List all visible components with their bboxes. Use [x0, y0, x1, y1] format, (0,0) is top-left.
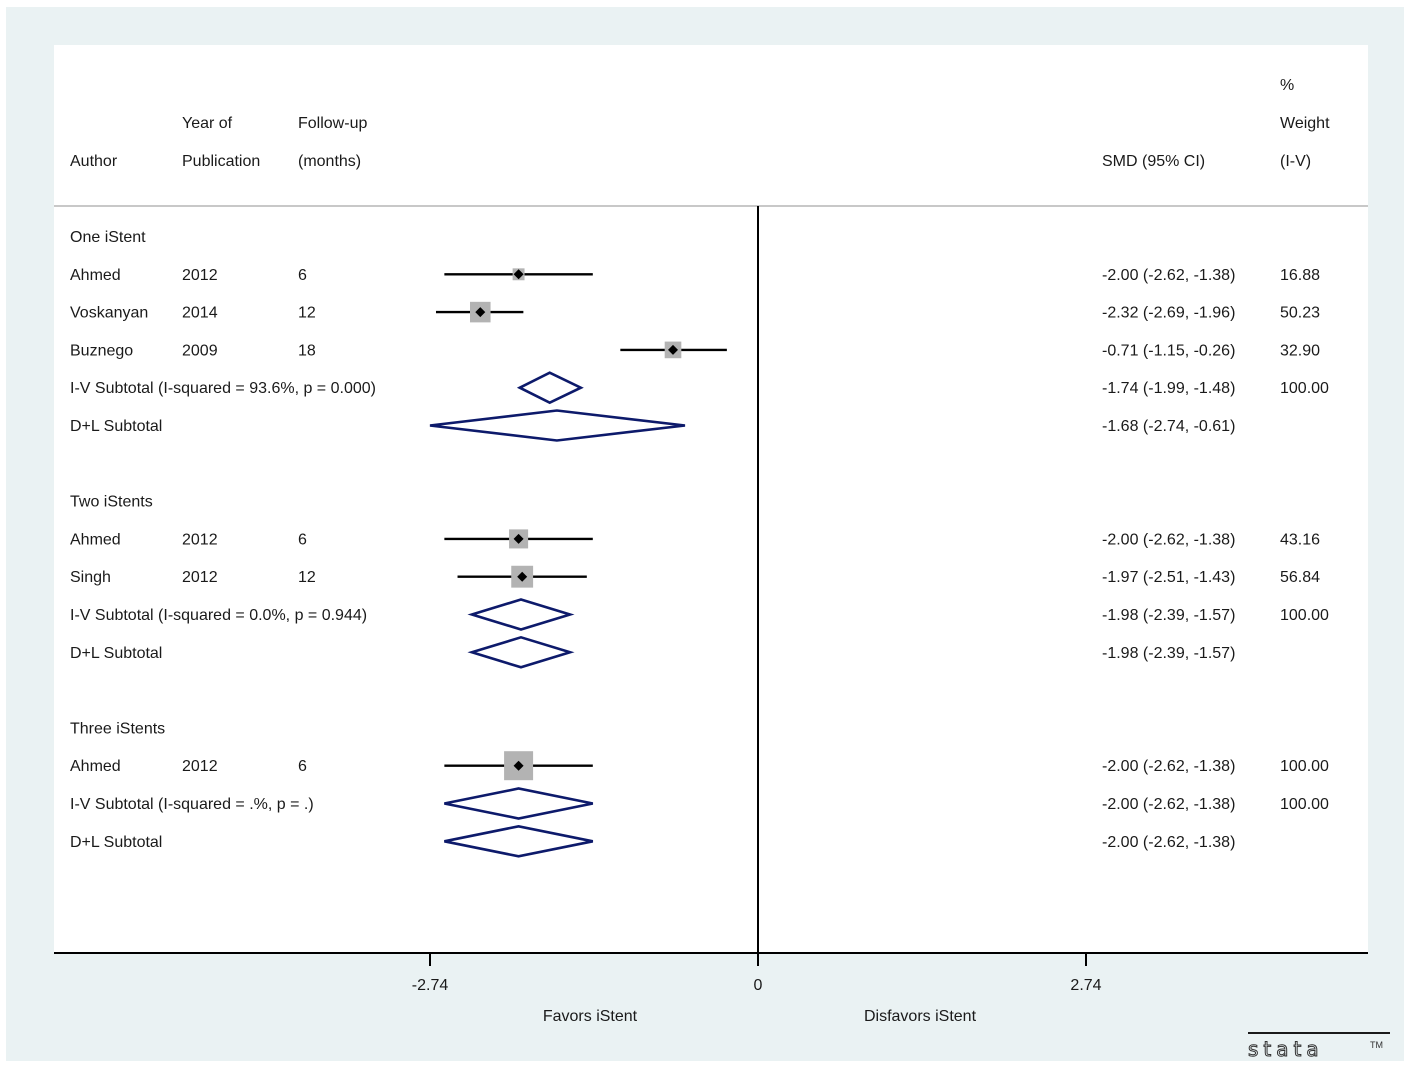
header-ci: SMD (95% CI): [1102, 153, 1205, 170]
study-followup: 6: [298, 531, 307, 548]
study-ci-text: -2.00 (-2.62, -1.38): [1102, 267, 1235, 284]
study-year: 2012: [182, 267, 218, 284]
iv-subtotal-ci-text: -2.00 (-2.62, -1.38): [1102, 796, 1235, 813]
study-point-estimate: [513, 760, 524, 771]
study-author: Voskanyan: [70, 305, 148, 322]
study-year: 2012: [182, 758, 218, 775]
study-ci-text: -2.00 (-2.62, -1.38): [1102, 758, 1235, 775]
study-year: 2012: [182, 569, 218, 586]
iv-subtotal-diamond: [467, 598, 575, 631]
header-weight-line1: %: [1280, 77, 1294, 94]
study-point-estimate: [668, 344, 679, 355]
iv-subtotal-label: I-V Subtotal (I-squared = .%, p = .): [70, 796, 314, 813]
study-point-estimate: [475, 307, 486, 318]
x-tick-label: 2.74: [1070, 977, 1101, 994]
study-author: Buznego: [70, 342, 133, 359]
study-followup: 18: [298, 342, 316, 359]
header-author: Author: [70, 153, 118, 170]
study-weight: 32.90: [1280, 342, 1320, 359]
study-weight: 100.00: [1280, 758, 1329, 775]
study-ci-text: -0.71 (-1.15, -0.26): [1102, 342, 1235, 359]
dl-subtotal-ci-text: -1.68 (-2.74, -0.61): [1102, 418, 1235, 435]
iv-subtotal-label: I-V Subtotal (I-squared = 93.6%, p = 0.0…: [70, 380, 376, 397]
study-weight: 16.88: [1280, 267, 1320, 284]
header-year-line1: Year of: [182, 115, 233, 132]
dl-subtotal-diamond: [467, 635, 575, 669]
favors-right-label: Disfavors iStent: [864, 1008, 977, 1025]
study-year: 2014: [182, 305, 218, 322]
svg-text:stata: stata: [1248, 1037, 1324, 1061]
iv-subtotal-weight: 100.00: [1280, 380, 1329, 397]
study-ci-text: -1.97 (-2.51, -1.43): [1102, 569, 1235, 586]
plot-region: [54, 45, 1368, 953]
study-author: Ahmed: [70, 531, 121, 548]
iv-subtotal-diamond: [516, 371, 584, 405]
dl-subtotal-diamond: [429, 409, 686, 442]
svg-text:TM: TM: [1370, 1040, 1383, 1050]
header-weight-line2: Weight: [1280, 115, 1330, 132]
iv-subtotal-ci-text: -1.98 (-2.39, -1.57): [1102, 607, 1235, 624]
study-year: 2009: [182, 342, 218, 359]
study-followup: 12: [298, 305, 316, 322]
study-author: Ahmed: [70, 758, 121, 775]
study-weight: 50.23: [1280, 305, 1320, 322]
study-followup: 6: [298, 267, 307, 284]
iv-subtotal-weight: 100.00: [1280, 607, 1329, 624]
group-label: Three iStents: [70, 720, 165, 737]
study-year: 2012: [182, 531, 218, 548]
header-followup-line2: (months): [298, 153, 361, 170]
study-followup: 6: [298, 758, 307, 775]
dl-subtotal-diamond: [444, 824, 594, 858]
iv-subtotal-weight: 100.00: [1280, 796, 1329, 813]
study-ci-text: -2.32 (-2.69, -1.96): [1102, 305, 1235, 322]
header-followup-line1: Follow-up: [298, 115, 367, 132]
group-label: Two iStents: [70, 494, 153, 511]
study-point-estimate: [517, 571, 528, 582]
stata-logo: stata TM: [1248, 1032, 1390, 1062]
iv-subtotal-label: I-V Subtotal (I-squared = 0.0%, p = 0.94…: [70, 607, 367, 624]
study-point-estimate: [513, 533, 524, 544]
study-followup: 12: [298, 569, 316, 586]
favors-left-label: Favors iStent: [543, 1008, 638, 1025]
dl-subtotal-label: D+L Subtotal: [70, 834, 162, 851]
x-tick-label: 0: [754, 977, 763, 994]
study-point-estimate: [513, 269, 524, 280]
dl-subtotal-ci-text: -2.00 (-2.62, -1.38): [1102, 834, 1235, 851]
group-label: One iStent: [70, 229, 146, 246]
iv-subtotal-diamond: [444, 787, 594, 820]
dl-subtotal-ci-text: -1.98 (-2.39, -1.57): [1102, 645, 1235, 662]
header-weight-line3: (I-V): [1280, 153, 1311, 170]
study-weight: 43.16: [1280, 531, 1320, 548]
header-year-line2: Publication: [182, 153, 260, 170]
iv-subtotal-ci-text: -1.74 (-1.99, -1.48): [1102, 380, 1235, 397]
study-author: Ahmed: [70, 267, 121, 284]
study-weight: 56.84: [1280, 569, 1320, 586]
study-ci-text: -2.00 (-2.62, -1.38): [1102, 531, 1235, 548]
dl-subtotal-label: D+L Subtotal: [70, 418, 162, 435]
x-tick-label: -2.74: [412, 977, 449, 994]
dl-subtotal-label: D+L Subtotal: [70, 645, 162, 662]
study-author: Singh: [70, 569, 111, 586]
